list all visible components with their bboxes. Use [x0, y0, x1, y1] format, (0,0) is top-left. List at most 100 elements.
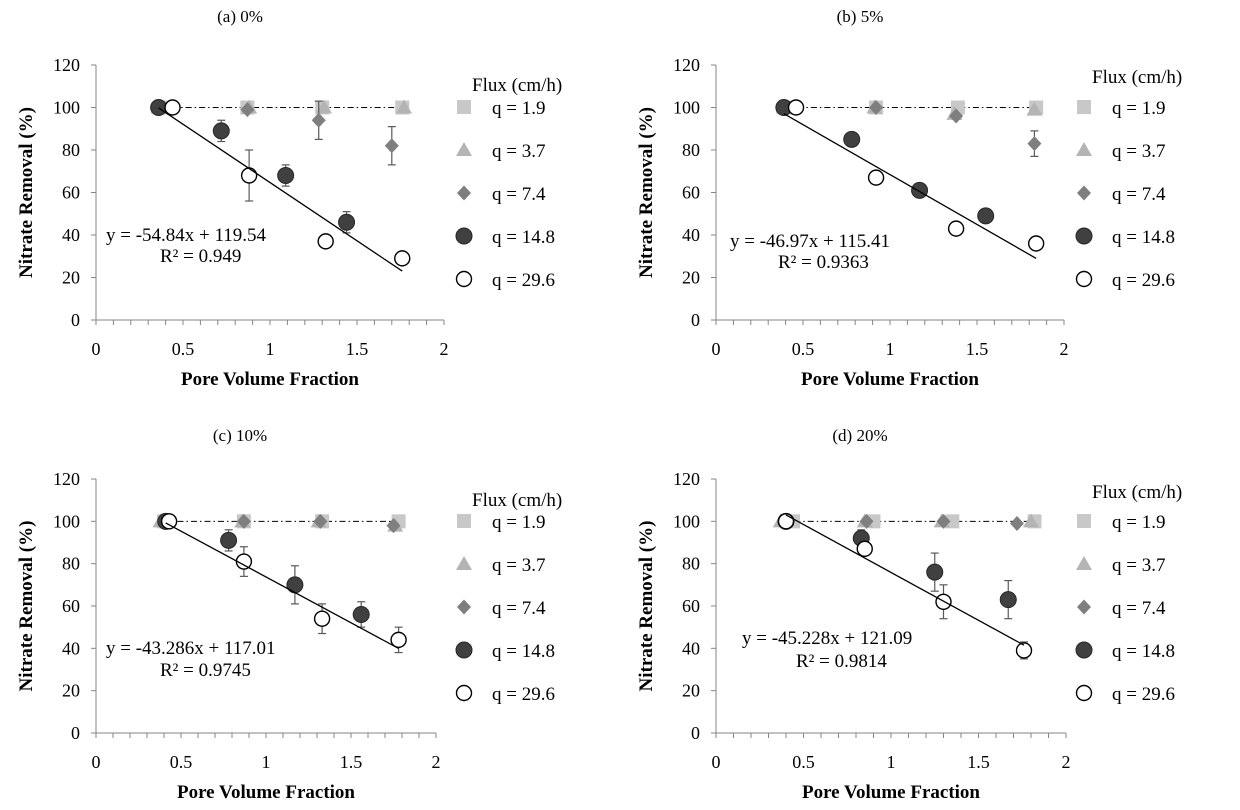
legend: Flux (cm/h) q = 1.9 q = 3.7 q = 7.4 q = 14.8… — [1075, 67, 1182, 291]
legend-marker-filled-circle — [1075, 227, 1093, 245]
y-tick-label: 120 — [53, 55, 80, 75]
y-axis-label: Nitrate Removal (%) — [636, 107, 657, 278]
chart-panel-1: (a) 0% 0 20 40 60 80 100 120 0 0.5 1 1.5 2 Pore Volum… — [16, 7, 562, 390]
x-tick-label: 1 — [886, 339, 895, 359]
data-point-diamond — [240, 102, 255, 118]
y-tick-label: 0 — [71, 310, 80, 330]
y-tick-label: 60 — [62, 183, 80, 203]
data-point-triangle — [395, 99, 412, 114]
data-point-open-circle — [1027, 235, 1045, 252]
legend-entry: q = 14.8 — [492, 227, 555, 248]
x-tick-label: 2 — [440, 339, 449, 359]
data-point-triangle — [1026, 101, 1043, 116]
data-point-diamond — [311, 112, 326, 128]
trendline-equation: y = -54.84x + 119.54 — [106, 225, 267, 246]
data-point-open-circle — [317, 233, 334, 250]
y-tick-label: 0 — [691, 723, 700, 743]
legend-entry: q = 7.4 — [492, 184, 546, 205]
trend-line — [785, 514, 1025, 646]
legend-entry: q = 29.6 — [1112, 270, 1175, 291]
data-point-filled-circle — [338, 213, 356, 231]
legend-entry: q = 29.6 — [492, 270, 555, 291]
trendline-equation: y = -43.286x + 117.01 — [106, 638, 276, 659]
data-point-filled-circle — [843, 130, 861, 148]
data-point-open-circle — [1015, 642, 1033, 659]
data-point-filled-circle — [977, 207, 995, 225]
y-tick-label: 100 — [673, 98, 700, 118]
y-tick-label: 40 — [62, 225, 80, 245]
chart-title: (c) 10% — [213, 426, 267, 445]
legend-marker-square — [1077, 514, 1091, 528]
data-point-diamond — [859, 513, 874, 529]
y-tick-label: 20 — [682, 268, 700, 288]
x-tick-label: 2 — [1060, 339, 1069, 359]
legend-entry: q = 7.4 — [1112, 598, 1166, 619]
trend-line — [783, 113, 1037, 259]
y-axis-label: Nitrate Removal (%) — [636, 521, 657, 692]
x-tick-label: 0.5 — [170, 752, 193, 772]
data-point-filled-circle — [277, 167, 295, 184]
legend-title: Flux (cm/h) — [472, 75, 562, 96]
legend-marker-filled-circle — [455, 641, 473, 659]
trendline-r-squared: R² = 0.9814 — [796, 651, 887, 672]
legend-entry: q = 3.7 — [492, 141, 545, 162]
chart-title: (b) 5% — [837, 7, 884, 26]
y-tick-label: 20 — [62, 681, 80, 701]
trendline-r-squared: R² = 0.9745 — [160, 660, 251, 681]
legend-title: Flux (cm/h) — [1092, 67, 1182, 88]
x-tick-label: 0 — [92, 339, 101, 359]
legend-marker-diamond — [1077, 185, 1091, 201]
data-point-triangle — [1023, 513, 1039, 528]
y-tick-label: 0 — [691, 310, 700, 330]
legend-marker-open-circle — [455, 270, 473, 288]
data-point-open-circle — [313, 610, 331, 627]
y-tick-label: 100 — [673, 511, 700, 531]
legend-marker-diamond — [1077, 599, 1091, 615]
data-point-open-circle — [856, 540, 873, 558]
x-tick-label: 0 — [712, 339, 721, 359]
y-tick-label: 40 — [682, 225, 700, 245]
y-tick-label: 60 — [682, 596, 700, 616]
y-tick-label: 20 — [682, 681, 700, 701]
data-point-diamond — [936, 513, 951, 529]
data-point-open-circle — [394, 250, 411, 267]
x-tick-label: 1.5 — [346, 339, 369, 359]
x-tick-label: 2 — [1062, 752, 1071, 772]
data-point-diamond — [1010, 515, 1024, 531]
legend-marker-square — [457, 100, 471, 114]
data-point-open-circle — [787, 99, 805, 116]
legend-title: Flux (cm/h) — [1092, 482, 1182, 503]
y-tick-label: 80 — [62, 140, 80, 160]
legend-marker-filled-circle — [1075, 641, 1093, 659]
legend-marker-triangle — [1076, 556, 1092, 570]
x-tick-label: 1.5 — [966, 339, 989, 359]
data-point-open-circle — [867, 169, 885, 186]
trendline-equation: y = -46.97x + 115.41 — [730, 231, 890, 252]
data-point-open-circle — [240, 167, 258, 184]
legend-entry: q = 3.7 — [492, 555, 545, 576]
legend-entry: q = 14.8 — [1112, 641, 1175, 662]
y-axis-label: Nitrate Removal (%) — [16, 107, 37, 278]
legend-entry: q = 3.7 — [1112, 141, 1165, 162]
data-point-diamond — [384, 138, 399, 154]
data-point-open-circle — [164, 99, 181, 116]
trendline-r-squared: R² = 0.9363 — [778, 252, 869, 273]
data-point-diamond — [949, 108, 964, 124]
y-tick-label: 100 — [53, 511, 80, 531]
x-axis-label: Pore Volume Fraction — [802, 782, 980, 803]
data-point-filled-circle — [150, 99, 168, 116]
legend-marker-triangle — [1076, 142, 1092, 156]
legend-entry: q = 1.9 — [1112, 512, 1165, 533]
data-point-filled-circle — [286, 576, 304, 594]
data-point-filled-circle — [352, 605, 370, 623]
x-tick-label: 1.5 — [340, 752, 363, 772]
x-tick-label: 0.5 — [172, 339, 195, 359]
y-axis-label: Nitrate Removal (%) — [16, 521, 37, 692]
data-point-filled-circle — [220, 531, 238, 549]
chart-panel-2: (b) 5% 0 20 40 60 80 100 120 0 0.5 1 1.5 2 Pore Volum… — [636, 7, 1182, 390]
trend-line — [165, 522, 399, 649]
y-tick-label: 80 — [682, 140, 700, 160]
x-axis-label: Pore Volume Fraction — [177, 782, 355, 803]
x-tick-label: 0 — [92, 752, 101, 772]
